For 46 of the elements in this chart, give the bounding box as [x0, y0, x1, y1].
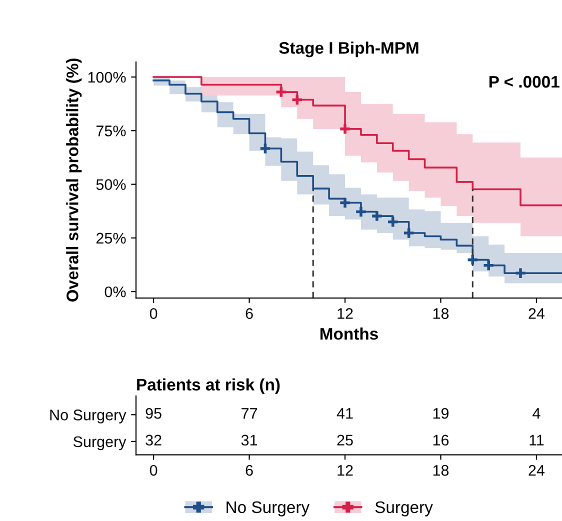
- x-tick-label: 0: [150, 464, 158, 476]
- x-tick-label: 6: [246, 308, 253, 319]
- y-tick-label: 75%: [96, 126, 126, 136]
- x-tick-label: 18: [433, 464, 449, 476]
- data-label: 25: [337, 434, 353, 446]
- data-label: 4: [532, 408, 540, 419]
- x-tick-label: 24: [528, 464, 545, 476]
- legend-label: Surgery: [375, 501, 433, 516]
- data-label: 41: [336, 408, 353, 419]
- chart-title: Stage I Biph-MPM: [279, 42, 418, 58]
- point: [274, 86, 288, 98]
- y-tick-label: Surgery: [73, 436, 126, 450]
- data-label: 11: [530, 434, 544, 446]
- x-axis-title: Months: [320, 328, 378, 340]
- point: [370, 210, 384, 222]
- data-label: 31: [241, 434, 258, 446]
- legend-label: No Surgery: [226, 501, 310, 516]
- point: [482, 259, 495, 272]
- point: [354, 206, 368, 218]
- y-tick-label: 100%: [88, 72, 126, 83]
- x-tick-label: 24: [528, 308, 545, 319]
- point: [258, 142, 272, 155]
- point: [338, 196, 352, 209]
- point: [466, 254, 479, 266]
- data-label: 32: [146, 434, 162, 446]
- y-axis-title: Overall survival probability (%): [66, 58, 82, 302]
- x-tick-label: 6: [246, 464, 253, 476]
- data-label: 77: [242, 408, 258, 419]
- y-tick-label: 50%: [96, 179, 126, 190]
- x-tick-label: 0: [150, 308, 158, 319]
- point: [514, 266, 527, 280]
- y-tick-label: 25%: [96, 232, 126, 244]
- data-label: 95: [146, 408, 162, 419]
- x-tick-label: 18: [433, 308, 449, 319]
- data-label: 19: [433, 408, 449, 419]
- y-tick-label: No Surgery: [50, 410, 126, 424]
- x-tick-label: 12: [338, 308, 353, 319]
- chart-title: Patients at risk (n): [137, 378, 280, 394]
- annotation: P < .0001: [489, 76, 560, 88]
- point: [290, 94, 304, 106]
- point: [402, 226, 416, 240]
- data-label: 16: [433, 434, 449, 446]
- point: [338, 122, 352, 136]
- y-tick-label: 0%: [104, 286, 126, 298]
- point: [386, 216, 400, 228]
- x-tick-label: 12: [338, 464, 353, 476]
